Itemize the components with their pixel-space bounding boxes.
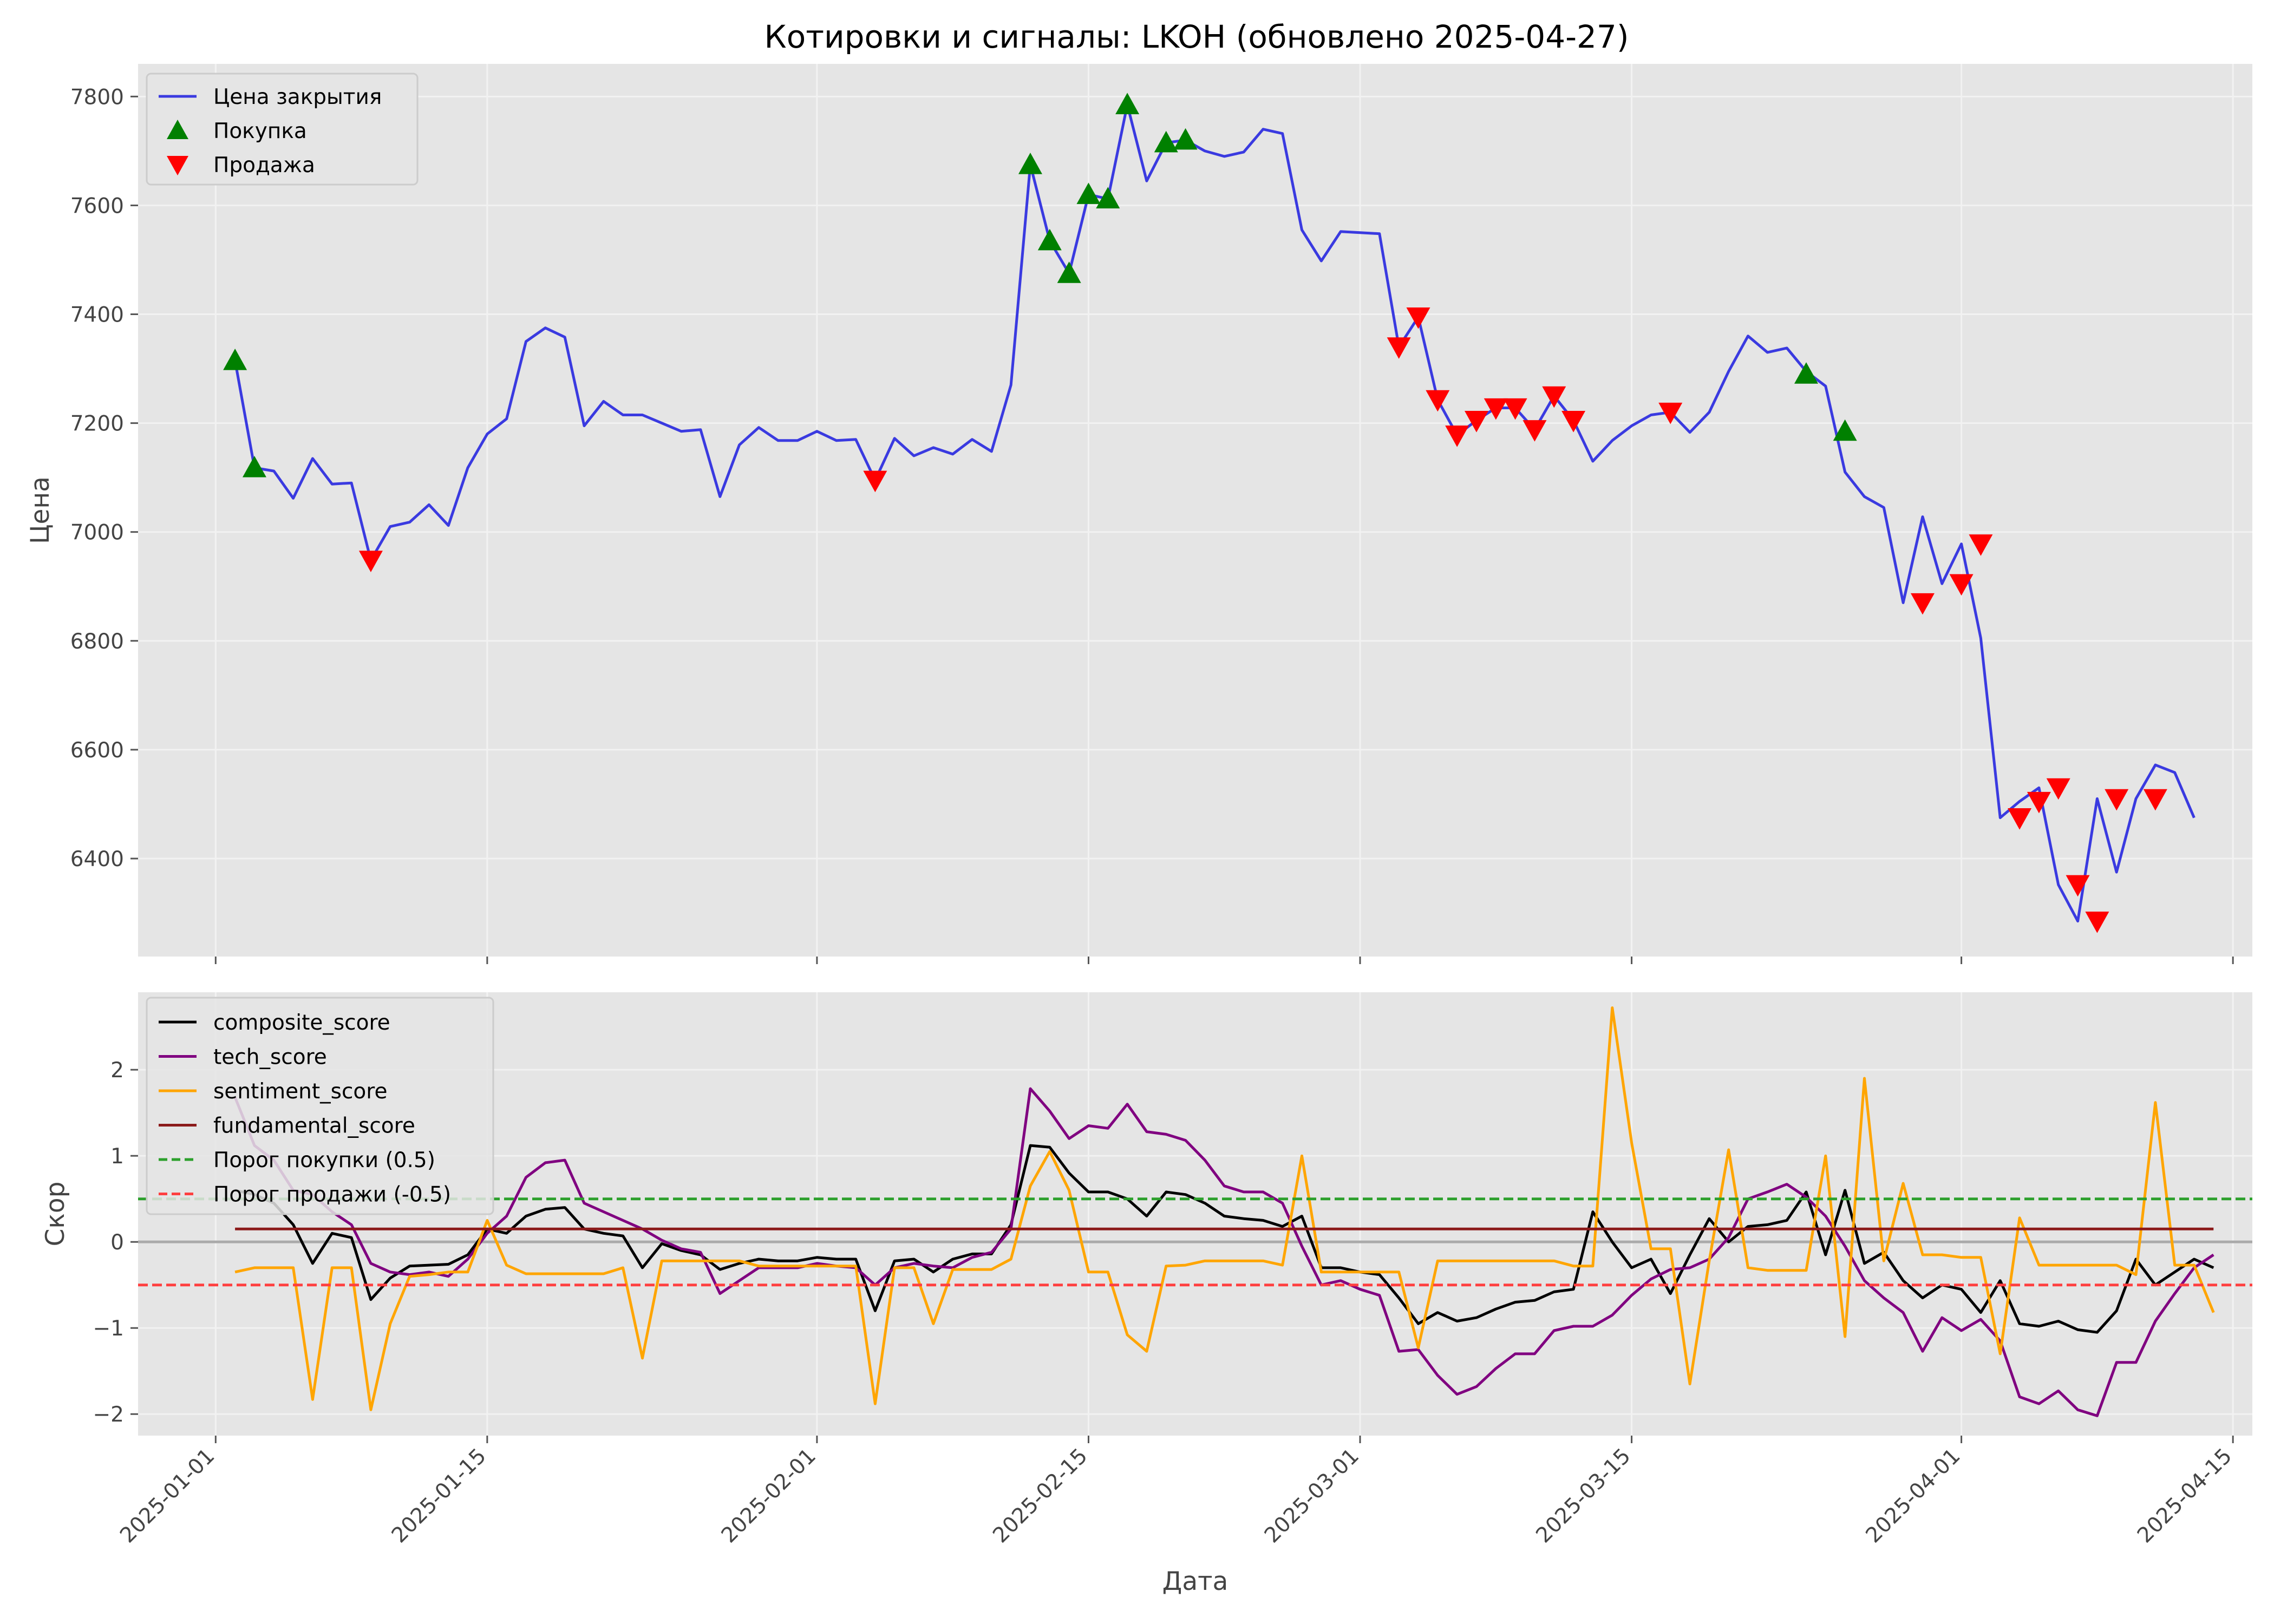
sell-marker xyxy=(1658,402,1683,424)
legend-label: Цена закрытия xyxy=(213,85,382,109)
chart-title: Котировки и сигналы: LKOH (обновлено 202… xyxy=(764,18,1629,55)
buy-marker xyxy=(1057,261,1081,283)
series-line-tech-score xyxy=(233,1087,2214,1417)
sell-marker xyxy=(1406,307,1430,329)
buy-marker xyxy=(1115,93,1140,115)
sell-marker xyxy=(1910,593,1935,615)
legend-swatch xyxy=(167,156,188,175)
buy-marker xyxy=(1173,128,1198,150)
series-line-sentiment-score xyxy=(234,1006,2215,1411)
sell-marker xyxy=(1387,337,1411,359)
legend-box xyxy=(146,997,494,1215)
legend-label: Порог покупки (0.5) xyxy=(213,1148,435,1173)
x-tick-label: 2025-01-15 xyxy=(387,1444,491,1548)
price-legend: Цена закрытия Покупка Продажа xyxy=(146,73,419,186)
y-tick-label: 7600 xyxy=(70,194,124,218)
buy-marker xyxy=(242,456,266,477)
legend-label: sentiment_score xyxy=(213,1079,387,1104)
sell-marker xyxy=(2105,789,2129,811)
buy-marker xyxy=(1833,419,1857,441)
y-tick-label: 1 xyxy=(110,1144,124,1169)
x-tick-label: 2025-03-15 xyxy=(1532,1444,1636,1548)
price-panel: 6400 6600 6800 7000 7200 7400 7600 7800 Цена Це… xyxy=(25,64,2252,964)
buy-marker xyxy=(1076,182,1101,204)
price-series xyxy=(233,103,2195,923)
sell-marker xyxy=(1542,386,1566,408)
price-y-ticks: 6400 6600 6800 7000 7200 7400 7600 7800 xyxy=(70,85,138,872)
y-tick-label: 0 xyxy=(110,1230,124,1255)
y-tick-label: −2 xyxy=(93,1403,125,1427)
score-y-ticks: −2 −1 0 1 2 xyxy=(93,1058,138,1427)
y-tick-label: 6600 xyxy=(70,738,124,763)
legend-label: composite_score xyxy=(213,1011,390,1035)
legend-label: Порог продажи (-0.5) xyxy=(213,1183,451,1207)
sell-marker xyxy=(2046,778,2070,800)
sell-marker xyxy=(2066,875,2090,897)
sell-marker xyxy=(2085,912,2109,933)
legend-label: Продажа xyxy=(213,153,315,178)
x-tick-label: 2025-04-01 xyxy=(1861,1444,1965,1548)
x-tick-label: 2025-02-01 xyxy=(717,1444,821,1548)
y-tick-label: 6400 xyxy=(70,847,124,872)
buy-marker xyxy=(1154,130,1178,153)
buy-marker xyxy=(1037,228,1062,251)
legend-label: tech_score xyxy=(213,1045,327,1070)
buy-marker xyxy=(1794,362,1819,384)
x-axis-label: Дата xyxy=(1162,1567,1229,1596)
legend-label: fundamental_score xyxy=(213,1114,415,1138)
price-x-ticks xyxy=(214,957,2234,964)
sell-marker xyxy=(1522,420,1547,442)
sell-marker xyxy=(2143,789,2167,811)
price-plot-area xyxy=(138,64,2252,957)
sell-marker xyxy=(1464,410,1488,433)
sell-marker xyxy=(1426,390,1450,412)
y-tick-label: 7400 xyxy=(70,303,124,328)
x-tick-label: 2025-03-01 xyxy=(1260,1444,1364,1548)
series-line-цена-закрытия xyxy=(233,103,2195,923)
signal-markers xyxy=(223,93,2167,933)
sell-marker xyxy=(2027,791,2051,814)
legend-label: Покупка xyxy=(213,119,307,143)
score-legend: composite_score tech_score sentiment_score… xyxy=(146,997,494,1215)
x-tick-label: 2025-04-15 xyxy=(2133,1444,2237,1548)
score-y-axis-label: Скор xyxy=(41,1182,70,1247)
buy-marker xyxy=(223,348,247,370)
sell-marker xyxy=(1969,534,1993,556)
y-tick-label: 7000 xyxy=(70,521,124,545)
price-grid xyxy=(138,64,2252,957)
sell-marker xyxy=(863,470,887,493)
sell-marker xyxy=(358,551,383,573)
sell-marker xyxy=(2008,808,2032,830)
x-tick-label: 2025-01-01 xyxy=(115,1444,219,1548)
sell-marker xyxy=(1561,410,1586,433)
legend-box xyxy=(146,73,419,186)
score-x-ticks: 2025-01-01 2025-01-15 2025-02-01 2025-02-15… xyxy=(115,1436,2237,1548)
x-tick-label: 2025-02-15 xyxy=(988,1444,1092,1548)
sell-marker xyxy=(1503,398,1527,420)
buy-marker xyxy=(1096,187,1120,208)
sell-marker xyxy=(1445,425,1469,447)
buy-marker xyxy=(1018,153,1042,174)
y-tick-label: 7200 xyxy=(70,412,124,436)
y-tick-label: −1 xyxy=(93,1317,125,1341)
legend-swatch xyxy=(167,120,188,139)
y-tick-label: 7800 xyxy=(70,85,124,109)
sell-marker xyxy=(1949,574,1974,596)
y-tick-label: 2 xyxy=(110,1058,124,1083)
price-y-axis-label: Цена xyxy=(25,476,55,544)
sell-marker xyxy=(1484,398,1508,420)
y-tick-label: 6800 xyxy=(70,630,124,654)
